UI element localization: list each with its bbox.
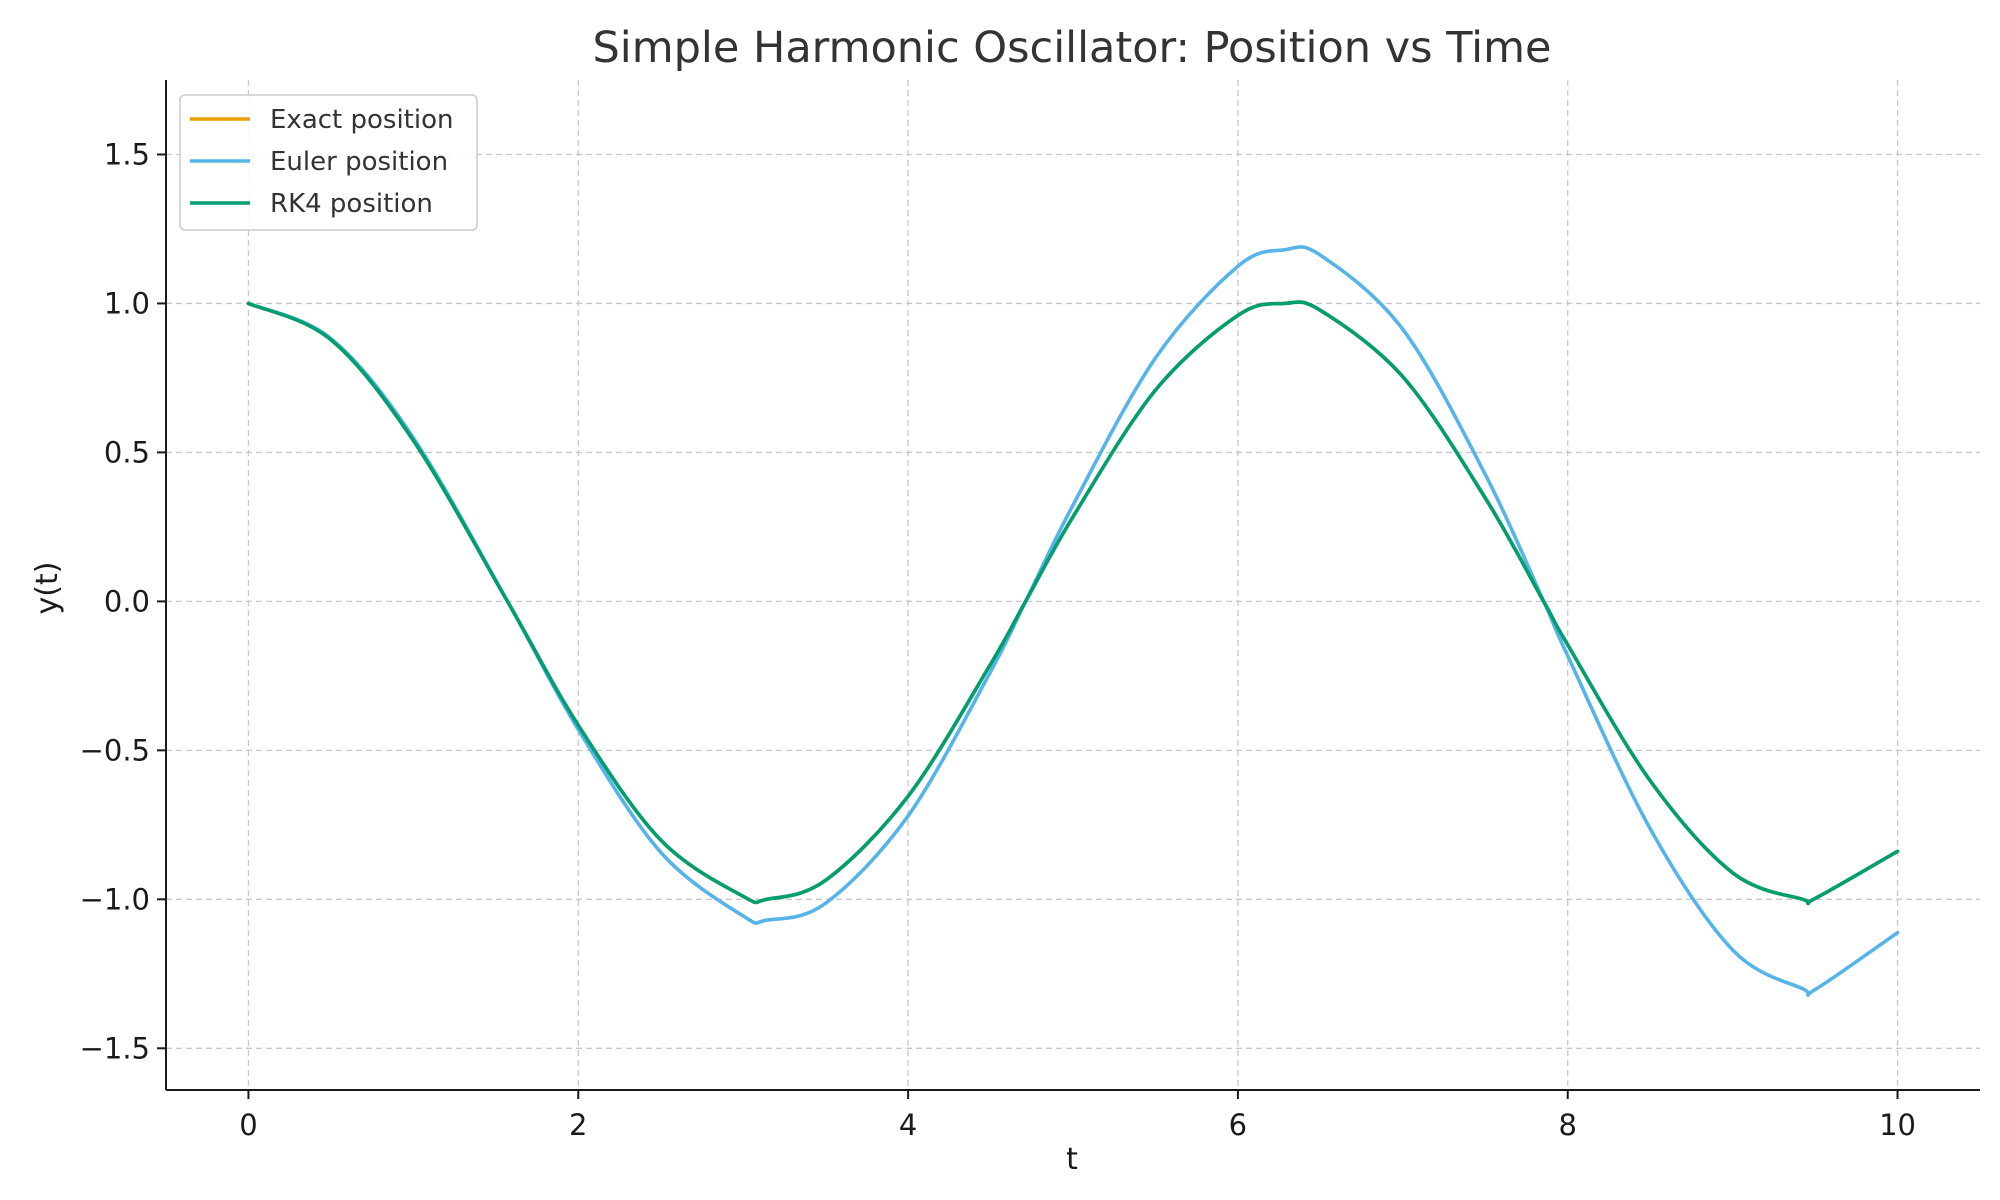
x-tick-label: 6 [1229, 1108, 1247, 1142]
x-tick-label: 0 [239, 1108, 257, 1142]
y-tick-label: −0.5 [80, 733, 150, 767]
x-tick-label: 8 [1559, 1108, 1577, 1142]
legend-label-euler-position: Euler position [270, 147, 448, 177]
x-tick-label: 2 [569, 1108, 587, 1142]
series-lines [246, 245, 1900, 997]
legend: Exact position Euler position RK4 position [179, 94, 478, 231]
x-tick-label: 10 [1879, 1108, 1916, 1142]
axes-spines [165, 80, 1980, 1091]
y-tick-label: −1.5 [80, 1031, 150, 1065]
series-line-rk4-position [246, 300, 1900, 906]
chart-title: Simple Harmonic Oscillator: Position vs … [593, 23, 1552, 73]
series-line-euler-position [246, 245, 1900, 997]
y-tick-label: 0.0 [104, 584, 150, 618]
x-tick-label: 4 [899, 1108, 917, 1142]
y-tick-label: 1.0 [104, 286, 150, 320]
x-axis-label: t [1066, 1142, 1078, 1177]
y-axis-label: y(t) [30, 562, 65, 615]
y-tick-label: 0.5 [104, 435, 150, 469]
legend-label-exact-position: Exact position [270, 105, 454, 135]
axis-ticks: 0 2 4 6 8 10 −1.5 −1.0 −0.5 0.0 0.5 1.0 1.5 [80, 137, 1916, 1142]
legend-frame [179, 94, 478, 231]
y-tick-label: 1.5 [104, 137, 150, 171]
legend-label-rk4-position: RK4 position [270, 189, 433, 219]
y-tick-label: −1.0 [80, 882, 150, 916]
